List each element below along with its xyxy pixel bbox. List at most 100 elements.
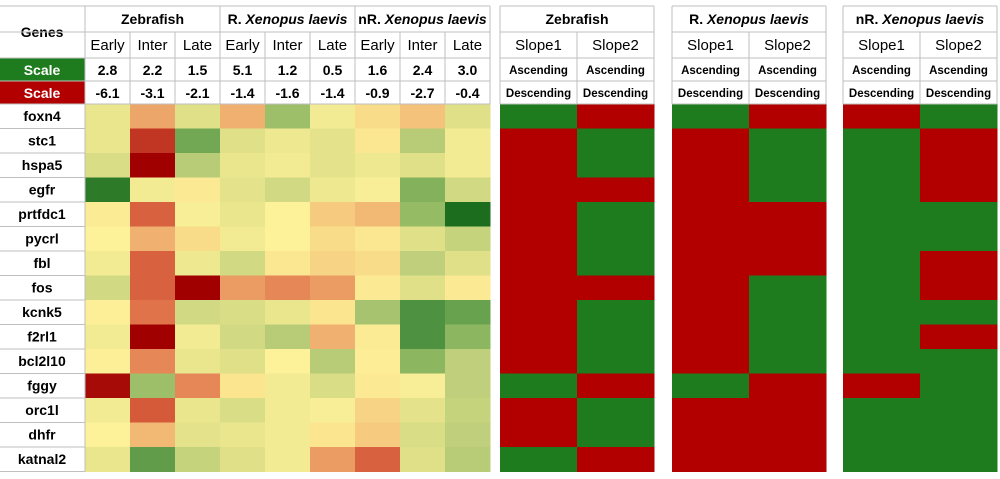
heatmap-cell <box>265 373 311 399</box>
heatmap-cell <box>85 300 131 325</box>
heatmap-cell <box>85 275 131 301</box>
slope-cell <box>749 226 827 252</box>
slope-cell <box>843 447 921 472</box>
slope-group-label: Zebrafish <box>545 11 608 27</box>
slope-cell <box>577 128 655 154</box>
slope-cell <box>920 300 998 325</box>
scale-value: 2.8 <box>98 62 118 78</box>
heatmap-group-label: nR. Xenopus laevis <box>358 11 487 27</box>
slope-cell <box>749 202 827 227</box>
heatmap-cell <box>265 153 311 178</box>
heatmap-cell <box>445 104 491 129</box>
slope-cell <box>672 251 750 276</box>
slope-cell <box>749 324 827 350</box>
heatmap-cell <box>310 275 356 301</box>
heatmap-cell <box>130 373 176 399</box>
slope-cell <box>920 128 998 154</box>
scale-value: -0.9 <box>365 85 389 101</box>
heatmap-cell <box>220 104 266 129</box>
slope-cell <box>920 177 998 203</box>
heatmap-cell <box>400 324 446 350</box>
heatmap-cell <box>355 324 401 350</box>
heatmap-cell <box>130 422 176 448</box>
slope-cell <box>577 202 655 227</box>
slope-group-label: R. Xenopus laevis <box>689 11 809 27</box>
slope-scale-value: Ascending <box>681 65 740 77</box>
slope-cell <box>920 447 998 472</box>
heatmap-cell <box>175 324 221 350</box>
slope-column-label: Slope1 <box>858 37 905 54</box>
heatmap-cell <box>445 349 491 374</box>
heatmap-cell <box>400 153 446 178</box>
heatmap-cell <box>130 447 176 472</box>
slope-cell <box>920 422 998 448</box>
slope-column-label: Slope2 <box>592 37 639 54</box>
slope-cell <box>500 373 578 399</box>
gene-label: orc1l <box>25 402 58 418</box>
slope-cell <box>920 202 998 227</box>
heatmap-cell <box>265 422 311 448</box>
heatmap-cell <box>310 104 356 129</box>
heatmap-group-label: R. Xenopus laevis <box>228 11 348 27</box>
slope-cell <box>843 275 921 301</box>
heatmap-cell <box>310 373 356 399</box>
slope-cell <box>672 177 750 203</box>
heatmap-cell <box>130 202 176 227</box>
slope-cell <box>577 422 655 448</box>
heatmap-cell <box>355 398 401 423</box>
heatmap-cell <box>85 373 131 399</box>
slope-cell <box>920 398 998 423</box>
slope-cell <box>672 447 750 472</box>
slope-cell <box>920 251 998 276</box>
heatmap-cell <box>175 398 221 423</box>
heatmap-cell <box>220 300 266 325</box>
slope-cell <box>500 398 578 423</box>
heatmap-cell <box>355 251 401 276</box>
heatmap-cell <box>445 324 491 350</box>
heatmap-cell <box>265 300 311 325</box>
timepoint-label: Early <box>90 37 125 54</box>
heatmap-cell <box>220 226 266 252</box>
slope-cell <box>672 373 750 399</box>
slope-cell <box>749 349 827 374</box>
gene-label: f2rl1 <box>27 329 57 345</box>
heatmap-cell <box>445 447 491 472</box>
heatmap-cell <box>220 398 266 423</box>
heatmap-cell <box>400 373 446 399</box>
scale-value: -1.4 <box>320 85 344 101</box>
slope-scale-value: Ascending <box>509 65 568 77</box>
heatmap-cell <box>400 251 446 276</box>
heatmap-cell <box>130 177 176 203</box>
slope-cell <box>577 275 655 301</box>
scale-value: -2.7 <box>410 85 434 101</box>
heatmap-cell <box>85 251 131 276</box>
slope-cell <box>749 153 827 178</box>
heatmap-cell <box>355 226 401 252</box>
heatmap-cell <box>175 251 221 276</box>
gene-label: pycrl <box>25 231 58 247</box>
heatmap-cell <box>400 275 446 301</box>
slope-cell <box>672 153 750 178</box>
slope-cell <box>577 177 655 203</box>
heatmap-cell <box>175 202 221 227</box>
heatmap-cell <box>175 300 221 325</box>
heatmap-cell <box>220 373 266 399</box>
heatmap-cell <box>355 447 401 472</box>
slope-cell <box>577 104 655 129</box>
heatmap-cell <box>85 398 131 423</box>
heatmap-cell <box>265 104 311 129</box>
heatmap-cell <box>85 349 131 374</box>
slope-cell <box>749 300 827 325</box>
group-prefix: nR. <box>856 11 882 27</box>
scale-value: 2.4 <box>413 62 433 78</box>
heatmap-cell <box>265 251 311 276</box>
slope-cell <box>672 324 750 350</box>
heatmap-cell <box>355 373 401 399</box>
heatmap-cell <box>175 226 221 252</box>
slope-cell <box>843 104 921 129</box>
heatmap-cell <box>130 104 176 129</box>
heatmap-cell <box>445 177 491 203</box>
slope-cell <box>843 226 921 252</box>
slope-cell <box>843 422 921 448</box>
